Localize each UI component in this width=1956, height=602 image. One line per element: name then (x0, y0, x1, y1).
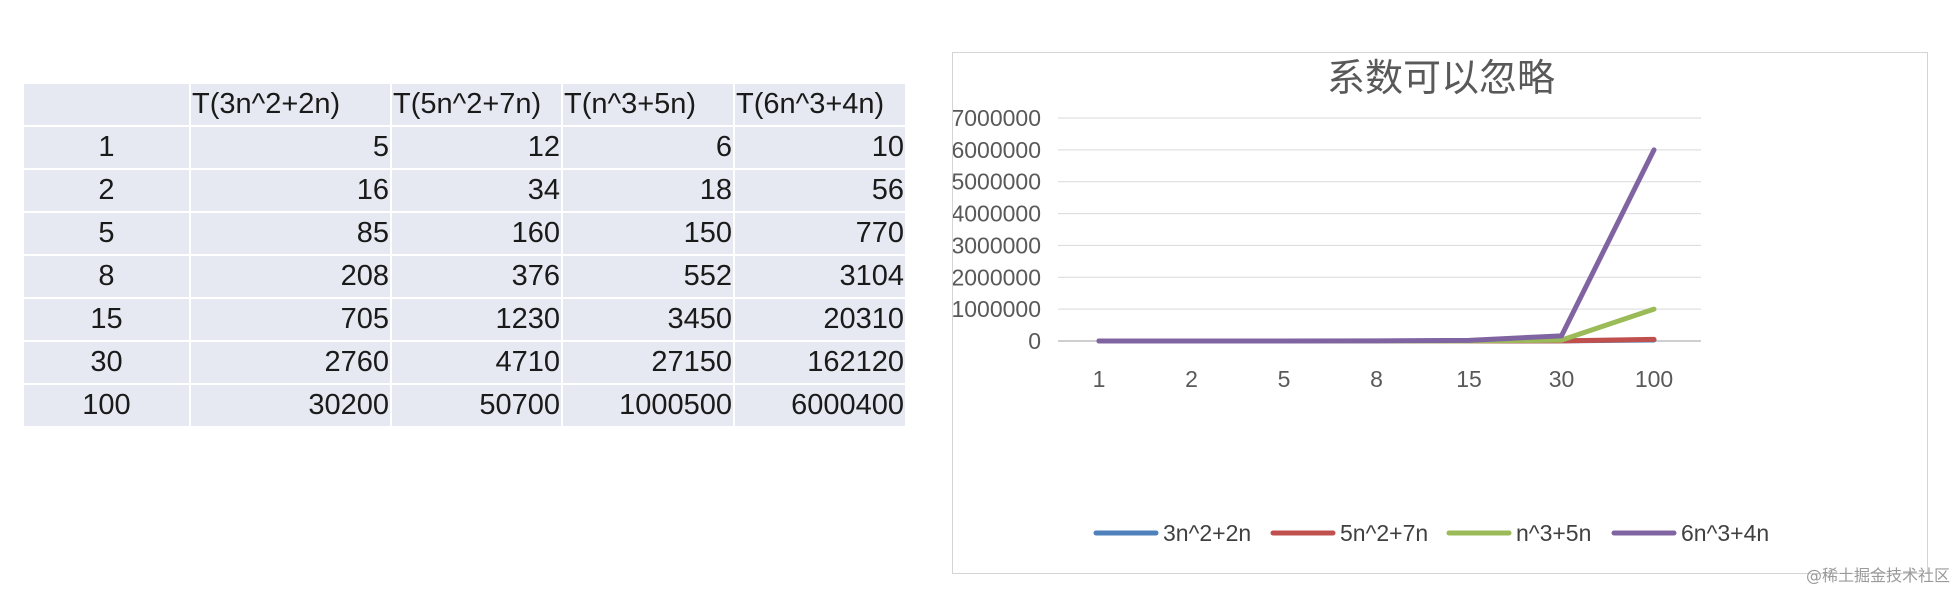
table-n-cell: 8 (24, 256, 189, 299)
table-value-cell: 705 (191, 299, 390, 342)
table-value-cell: 376 (392, 256, 561, 299)
table-header-cell: T(n^3+5n) (563, 84, 733, 127)
table-value-cell: 16 (191, 170, 390, 213)
legend-label: 5n^2+7n (1340, 520, 1428, 546)
table-row: 2 16 34 18 56 (24, 170, 905, 213)
table-value-cell: 2760 (191, 342, 390, 385)
x-tick-label: 15 (1456, 366, 1482, 392)
y-tick-label: 0 (1028, 328, 1041, 354)
table-value-cell: 18 (563, 170, 733, 213)
legend-label: 3n^2+2n (1163, 520, 1251, 546)
x-tick-label: 5 (1278, 366, 1291, 392)
table-header-row: T(3n^2+2n) T(5n^2+7n) T(n^3+5n) T(6n^3+4n) (24, 84, 905, 127)
table-value-cell: 10 (735, 127, 905, 170)
table-row: 30 2760 4710 27150 162120 (24, 342, 905, 385)
table-value-cell: 12 (392, 127, 561, 170)
table-row: 100 30200 50700 1000500 6000400 (24, 385, 905, 428)
table-value-cell: 770 (735, 213, 905, 256)
table-value-cell: 56 (735, 170, 905, 213)
series-line (1096, 147, 1657, 344)
table-value-cell: 150 (563, 213, 733, 256)
y-tick-label: 1000000 (953, 296, 1041, 322)
y-tick-label: 2000000 (953, 264, 1041, 290)
table-row: 1 5 12 6 10 (24, 127, 905, 170)
table-value-cell: 27150 (563, 342, 733, 385)
table-header-cell: T(6n^3+4n) (735, 84, 905, 127)
table-n-cell: 15 (24, 299, 189, 342)
chart-title: 系数可以忽略 (1327, 56, 1555, 100)
watermark: @稀土掘金技术社区 (1805, 566, 1950, 585)
table-value-cell: 162120 (735, 342, 905, 385)
table-value-cell: 50700 (392, 385, 561, 428)
table-value-cell: 3104 (735, 256, 905, 299)
table-value-cell: 6000400 (735, 385, 905, 428)
table-n-cell: 30 (24, 342, 189, 385)
y-tick-label: 6000000 (953, 137, 1041, 163)
table-value-cell: 6 (563, 127, 733, 170)
y-tick-label: 5000000 (953, 169, 1041, 195)
y-tick-label: 4000000 (953, 201, 1041, 227)
table-value-cell: 20310 (735, 299, 905, 342)
data-table: T(3n^2+2n) T(5n^2+7n) T(n^3+5n) T(6n^3+4n) 1… (22, 84, 907, 428)
table-header-cell (24, 84, 189, 127)
table-value-cell: 30200 (191, 385, 390, 428)
table-header-cell: T(5n^2+7n) (392, 84, 561, 127)
legend-label: n^3+5n (1516, 520, 1591, 546)
table-value-cell: 85 (191, 213, 390, 256)
line-chart: 系数可以忽略 0 1000000 2000000 3000000 4000000 50000… (952, 52, 1928, 574)
table-row: 8 208 376 552 3104 (24, 256, 905, 299)
x-tick-label: 8 (1370, 366, 1383, 392)
x-tick-label: 30 (1549, 366, 1575, 392)
table-header-cell: T(3n^2+2n) (191, 84, 390, 127)
table-row: 5 85 160 150 770 (24, 213, 905, 256)
y-tick-label: 3000000 (953, 232, 1041, 258)
table-value-cell: 552 (563, 256, 733, 299)
table-n-cell: 100 (24, 385, 189, 428)
table-value-cell: 3450 (563, 299, 733, 342)
table-value-cell: 34 (392, 170, 561, 213)
x-tick-label: 2 (1185, 366, 1198, 392)
table-n-cell: 2 (24, 170, 189, 213)
table-row: 15 705 1230 3450 20310 (24, 299, 905, 342)
table-n-cell: 5 (24, 213, 189, 256)
table-value-cell: 5 (191, 127, 390, 170)
x-tick-label: 100 (1635, 366, 1673, 392)
table-value-cell: 208 (191, 256, 390, 299)
y-tick-label: 7000000 (953, 105, 1041, 131)
legend-label: 6n^3+4n (1681, 520, 1769, 546)
chart-canvas: 系数可以忽略 0 1000000 2000000 3000000 4000000 50000… (953, 56, 1769, 546)
table-value-cell: 160 (392, 213, 561, 256)
table-n-cell: 1 (24, 127, 189, 170)
x-tick-label: 1 (1093, 366, 1106, 392)
table-value-cell: 1230 (392, 299, 561, 342)
table-value-cell: 4710 (392, 342, 561, 385)
table-value-cell: 1000500 (563, 385, 733, 428)
